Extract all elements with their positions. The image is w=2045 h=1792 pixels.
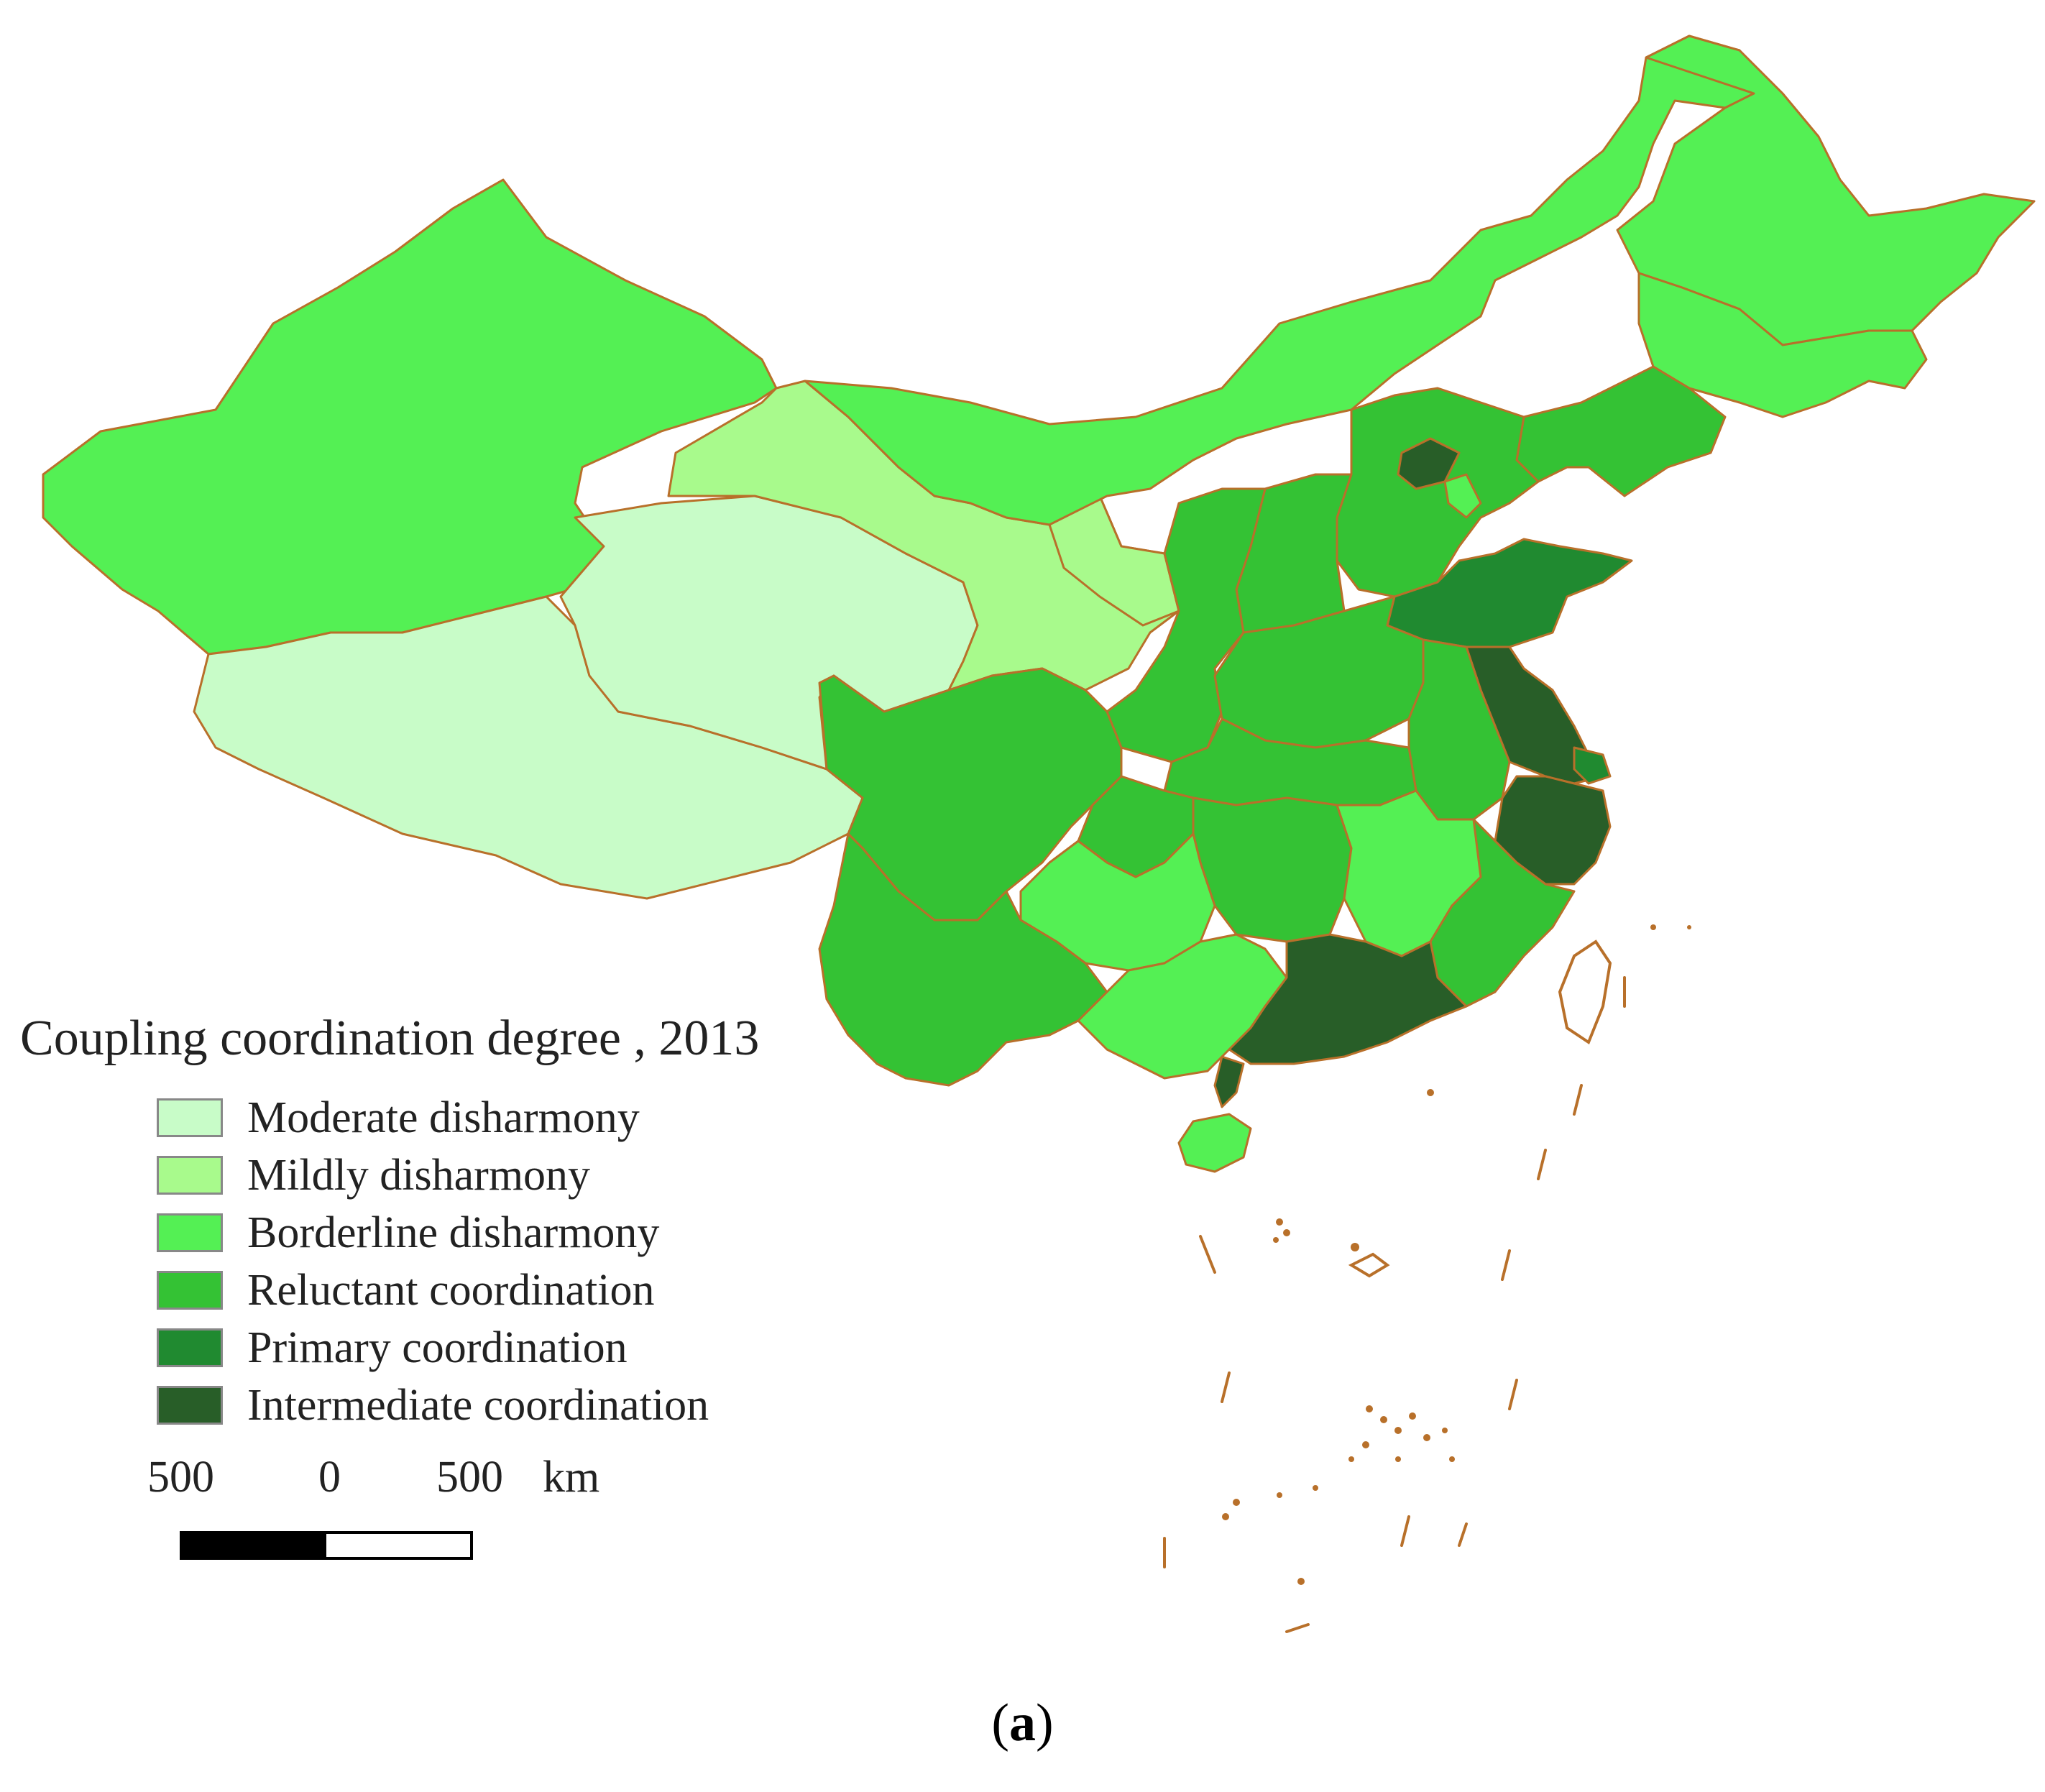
legend-swatch xyxy=(157,1098,223,1137)
scale-bar-black-segment xyxy=(183,1534,326,1557)
province-heilongjiang xyxy=(1616,35,2036,346)
province-guangdong xyxy=(1228,933,1468,1065)
legend-label: Reluctant coordination xyxy=(247,1265,655,1315)
south-china-sea-boundary xyxy=(1163,976,1626,1633)
legend-item: Mildly disharmony xyxy=(157,1151,590,1200)
legend-item: Reluctant coordination xyxy=(157,1266,654,1315)
province-inner-mongolia xyxy=(804,35,1755,526)
figure-caption: (a) xyxy=(0,1693,2045,1754)
caption-letter: a xyxy=(1009,1694,1036,1752)
province-shanghai xyxy=(1573,746,1612,785)
province-guangdong-peninsula xyxy=(1213,1055,1245,1108)
legend-item: Intermediate coordination xyxy=(157,1381,709,1430)
province-hunan xyxy=(1192,796,1353,943)
scale-label-middle: 0 xyxy=(318,1453,341,1502)
legend-swatch xyxy=(157,1213,223,1252)
scale-label-right: 500 xyxy=(436,1453,503,1502)
legend-item: Moderate disharmony xyxy=(157,1093,640,1142)
scale-label-left: 500 xyxy=(147,1453,214,1502)
legend-label: Intermediate coordination xyxy=(247,1380,709,1430)
caption-close: ) xyxy=(1036,1694,1054,1752)
legend-swatch xyxy=(157,1271,223,1310)
caption-open: ( xyxy=(991,1694,1009,1752)
legend-swatch xyxy=(157,1156,223,1195)
scale-bar xyxy=(180,1531,473,1560)
taiwan-outline xyxy=(1558,939,1612,1045)
province-yunnan xyxy=(818,832,1108,1087)
legend-title: Coupling coordination degree , 2013 xyxy=(20,1011,760,1066)
scale-unit: km xyxy=(543,1453,600,1502)
small-island-outline xyxy=(1348,1252,1390,1278)
island-dots xyxy=(1222,924,1691,1585)
province-fujian xyxy=(1429,818,1576,1008)
legend-label: Primary coordination xyxy=(247,1323,628,1372)
legend-label: Mildly disharmony xyxy=(247,1150,591,1200)
province-hainan xyxy=(1177,1113,1252,1173)
province-tianjin xyxy=(1443,473,1482,519)
legend-swatch xyxy=(157,1386,223,1425)
legend-swatch xyxy=(157,1328,223,1367)
legend-label: Borderline disharmony xyxy=(247,1208,660,1257)
legend-label: Moderate disharmony xyxy=(247,1093,640,1142)
legend-item: Primary coordination xyxy=(157,1323,628,1372)
legend-item: Borderline disharmony xyxy=(157,1208,659,1257)
